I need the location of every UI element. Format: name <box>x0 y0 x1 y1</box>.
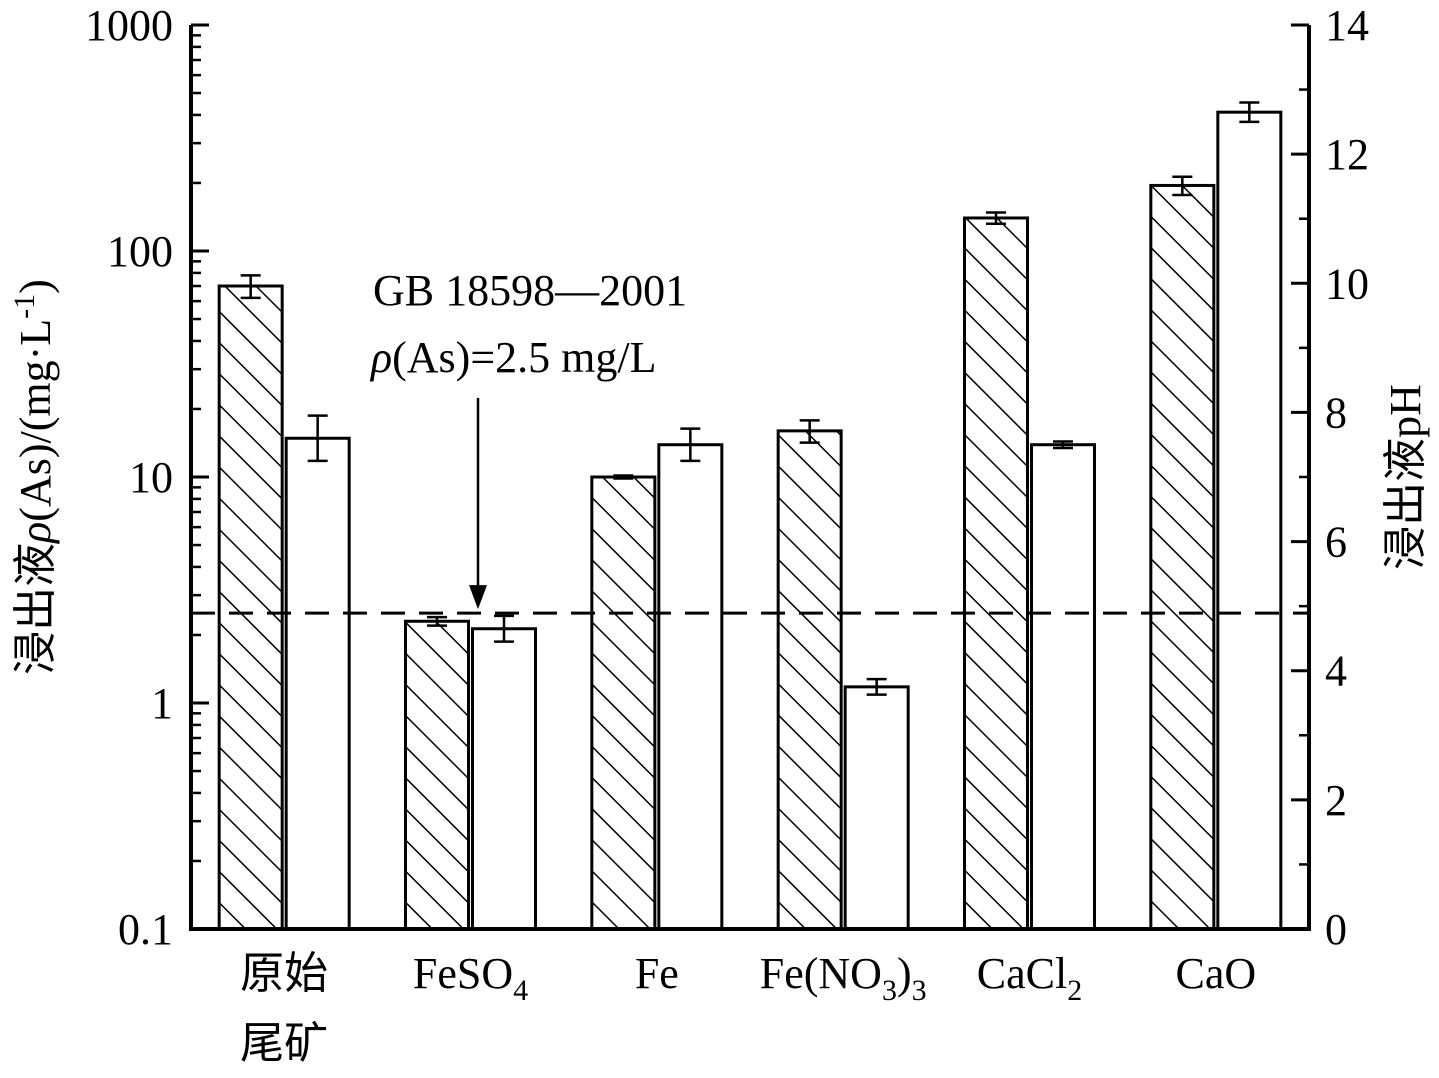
bar-ph-1 <box>471 627 537 931</box>
right-axis-title: 浸出液pH <box>1381 384 1430 570</box>
category-text-1: FeSO <box>413 949 513 998</box>
category-text-3: Fe(NO <box>760 949 882 998</box>
left-tick-label-4: 1000 <box>85 1 173 50</box>
category-text-2: Fe <box>635 949 679 998</box>
category-text-4: CaCl <box>977 949 1067 998</box>
left-axis-title-close: ) <box>11 279 60 294</box>
left-tick-label-2: 10 <box>129 453 173 502</box>
category-label-4: CaCl2 <box>977 949 1082 1007</box>
reference-value: (As)=2.5 mg/L <box>392 333 656 382</box>
bar-as-5 <box>1149 183 1216 931</box>
right-tick-label-2: 4 <box>1325 647 1347 696</box>
bar-ph-5 <box>1216 110 1283 931</box>
category-label-0: 原始 <box>240 949 328 998</box>
bar-ph-4 <box>1030 443 1096 931</box>
reference-text-line1: GB 18598—2001 <box>373 266 687 315</box>
left-tick-label-1: 1 <box>151 679 173 728</box>
chart-axes <box>189 23 1311 931</box>
category-sub-1: 4 <box>513 974 528 1007</box>
right-tick-label-3: 6 <box>1325 518 1347 567</box>
bar-ph-2 <box>657 443 724 931</box>
category-label-0-line2: 尾矿 <box>240 1019 328 1068</box>
right-tick-label-1: 2 <box>1325 776 1347 825</box>
category-text-5: CaO <box>1176 949 1257 998</box>
category-label-3: Fe(NO3)3 <box>760 949 927 1007</box>
bar-as-4 <box>963 216 1029 931</box>
right-tick-label-6: 12 <box>1325 130 1369 179</box>
bar-as-3 <box>776 429 843 931</box>
left-tick-label-0: 0.1 <box>118 905 173 954</box>
left-axis-title-rho: ρ <box>11 522 60 545</box>
reference-text-line2: ρ(As)=2.5 mg/L <box>369 333 656 382</box>
right-tick-label-4: 8 <box>1325 388 1347 437</box>
category-sub2-3: 3 <box>912 974 927 1007</box>
right-tick-label-5: 10 <box>1325 259 1369 308</box>
bar-as-0 <box>217 284 284 931</box>
left-axis-title-main: 浸出液 <box>11 543 60 675</box>
left-axis-title-sup: -1 <box>8 294 41 319</box>
bar-ph-3 <box>843 685 910 931</box>
category-text-0: 原始 <box>240 949 328 998</box>
category-sub-4: 2 <box>1067 974 1082 1007</box>
category-sub-3: 3 <box>882 974 897 1007</box>
bar-as-2 <box>590 475 657 931</box>
right-tick-label-0: 0 <box>1325 905 1347 954</box>
reference-arrow-head <box>469 585 487 610</box>
left-axis-title-unit: (As)/(mg·L <box>11 319 60 522</box>
left-tick-label-3: 100 <box>107 227 173 276</box>
left-axis-title: 浸出液ρ(As)/(mg·L-1) <box>8 279 60 675</box>
chart-marks <box>191 101 1309 931</box>
bar-as-1 <box>404 619 470 931</box>
category-label-1: FeSO4 <box>413 949 528 1007</box>
bar-ph-0 <box>284 436 351 931</box>
reference-rho: ρ <box>369 333 392 382</box>
right-tick-label-7: 14 <box>1325 1 1369 50</box>
category-label-5: CaO <box>1176 949 1257 998</box>
category-tail-3: ) <box>897 949 912 998</box>
category-label-2: Fe <box>635 949 679 998</box>
